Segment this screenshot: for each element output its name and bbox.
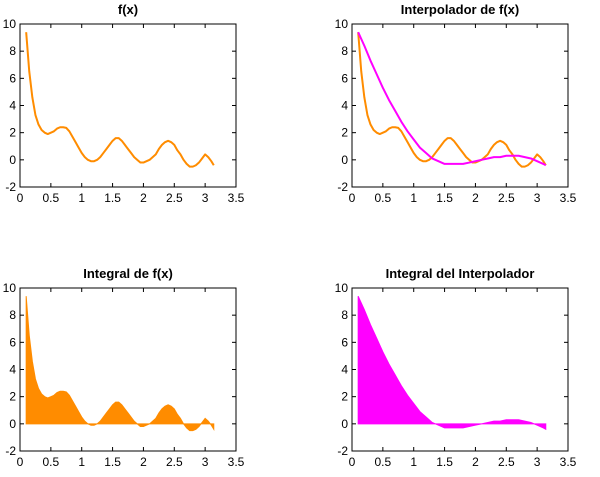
axes-box <box>19 287 237 452</box>
chart-title: Integral de f(x) <box>83 266 173 281</box>
y-tick-label: 8 <box>341 308 348 322</box>
y-tick-label: 0 <box>9 417 16 431</box>
x-tick-label: 0.5 <box>43 191 60 205</box>
x-tick-label: 3 <box>534 455 541 469</box>
y-tick-label: 10 <box>335 17 349 31</box>
x-tick-label: 0 <box>17 191 24 205</box>
y-tick-label: 4 <box>9 99 16 113</box>
x-tick-label: 0.5 <box>375 455 392 469</box>
y-tick-label: 0 <box>341 417 348 431</box>
x-tick-label: 1 <box>410 455 417 469</box>
y-tick-label: 10 <box>3 281 17 295</box>
x-tick-label: 2.5 <box>498 455 515 469</box>
x-tick-label: 0 <box>349 455 356 469</box>
y-tick-label: 8 <box>9 308 16 322</box>
y-tick-label: -2 <box>337 180 348 194</box>
x-tick-label: 2 <box>472 191 479 205</box>
y-tick-label: 8 <box>341 44 348 58</box>
y-tick-label: 2 <box>9 390 16 404</box>
y-tick-label: 6 <box>9 335 16 349</box>
chart-panel-2: Interpolador de f(x)0 0.5 1 1.5 2 2.5 3 3.5-202… <box>335 2 577 205</box>
y-tick-label: 2 <box>9 126 16 140</box>
line-series-2 <box>357 31 547 167</box>
y-tick-label: 4 <box>341 363 348 377</box>
y-tick-label: 6 <box>9 71 16 85</box>
y-tick-label: -2 <box>5 180 16 194</box>
y-tick-label: 6 <box>341 71 348 85</box>
x-tick-label: 2.5 <box>166 455 183 469</box>
x-tick-label: 0.5 <box>43 455 60 469</box>
x-tick-label: 0 <box>349 191 356 205</box>
x-tick-label: 1.5 <box>104 191 121 205</box>
y-tick-label: 2 <box>341 126 348 140</box>
y-tick-label: 8 <box>9 44 16 58</box>
y-tick-label: 6 <box>341 335 348 349</box>
chart-panel-3: Integral de f(x)0 0.5 1 1.5 2 2.5 3 3.5-2024681… <box>3 266 245 469</box>
y-tick-label: -2 <box>337 444 348 458</box>
chart-panel-4: Integral del Interpolador 0 0.5 1 1.5 2 2.5 3 3.… <box>335 266 577 469</box>
x-tick-label: 2 <box>140 455 147 469</box>
x-tick-label: 0 <box>17 455 24 469</box>
axes-box <box>19 23 237 188</box>
chart-title: f(x) <box>118 2 138 17</box>
x-tick-label: 3 <box>202 191 209 205</box>
area-series-1 <box>357 295 547 431</box>
y-tick-label: 4 <box>341 99 348 113</box>
x-tick-label: 3 <box>534 191 541 205</box>
x-tick-label: 1 <box>410 191 417 205</box>
line-series-1 <box>357 32 547 168</box>
chart-title: Interpolador de f(x) <box>401 2 519 17</box>
x-tick-label: 3 <box>202 455 209 469</box>
area-series-1 <box>25 296 215 432</box>
y-tick-label: 4 <box>9 363 16 377</box>
line-series-1 <box>25 32 215 168</box>
y-tick-label: 10 <box>3 17 17 31</box>
x-tick-label: 3.5 <box>228 191 245 205</box>
x-tick-label: 3.5 <box>228 455 245 469</box>
x-tick-label: 2 <box>472 455 479 469</box>
chart-title: Integral del Interpolador <box>386 266 535 281</box>
y-tick-label: 0 <box>9 153 16 167</box>
y-tick-label: 0 <box>341 153 348 167</box>
x-tick-label: 2 <box>140 191 147 205</box>
axes-box <box>351 23 569 188</box>
x-tick-label: 2.5 <box>166 191 183 205</box>
x-tick-label: 1.5 <box>104 455 121 469</box>
x-tick-label: 1.5 <box>436 455 453 469</box>
x-tick-label: 1 <box>78 191 85 205</box>
y-tick-label: 10 <box>335 281 349 295</box>
x-tick-label: 3.5 <box>560 191 577 205</box>
x-tick-label: 0.5 <box>375 191 392 205</box>
x-tick-label: 1.5 <box>436 191 453 205</box>
x-tick-label: 1 <box>78 455 85 469</box>
y-tick-label: -2 <box>5 444 16 458</box>
x-tick-label: 2.5 <box>498 191 515 205</box>
y-tick-label: 2 <box>341 390 348 404</box>
x-tick-label: 3.5 <box>560 455 577 469</box>
